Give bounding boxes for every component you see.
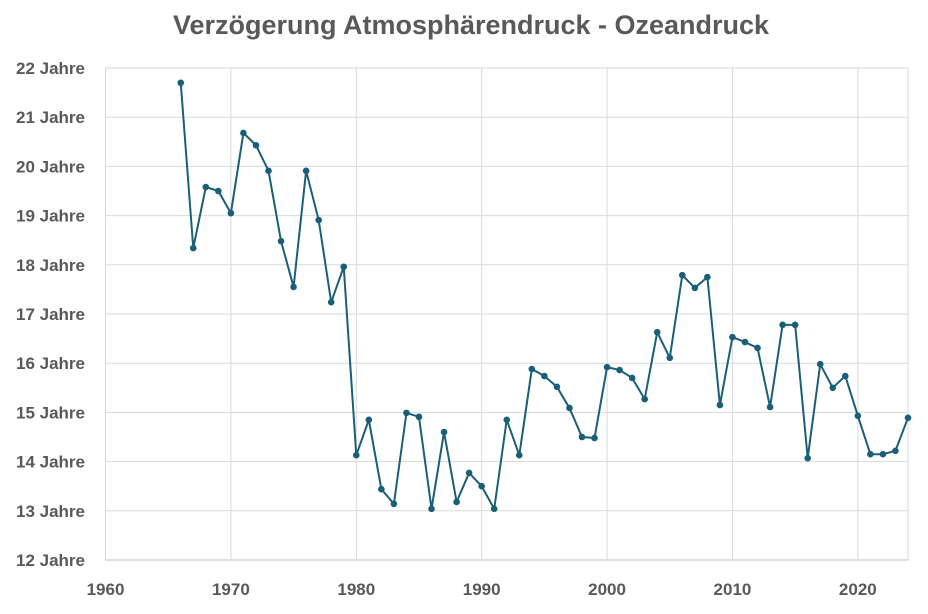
data-point (616, 366, 623, 374)
data-point (578, 433, 586, 441)
data-point (791, 321, 799, 329)
chart-title: Verzögerung Atmosphärendruck - Ozeandruc… (173, 10, 770, 40)
y-tick-label: 17 Jahre (16, 305, 85, 324)
data-point (478, 482, 485, 490)
data-point (653, 328, 661, 336)
y-tick-label: 21 Jahre (16, 108, 85, 127)
data-point (415, 413, 423, 421)
y-tick-label: 15 Jahre (16, 403, 85, 422)
data-point (528, 365, 536, 373)
data-point (716, 401, 724, 409)
series (177, 79, 912, 513)
x-tick-label: 1990 (463, 580, 501, 599)
data-point (691, 284, 699, 292)
data-point (390, 500, 398, 508)
y-tick-label: 13 Jahre (16, 502, 85, 521)
data-point (453, 498, 460, 506)
data-point (603, 363, 611, 371)
data-point (892, 447, 899, 455)
data-point (352, 451, 360, 459)
data-point (290, 283, 297, 291)
data-point (678, 271, 686, 279)
y-axis: 12 Jahre 13 Jahre 14 Jahre 15 Jahre 16 Jahre… (16, 59, 85, 570)
data-point (252, 141, 260, 149)
x-tick-label: 2020 (839, 580, 877, 599)
x-tick-label: 1970 (212, 580, 250, 599)
data-point (854, 412, 862, 420)
data-point (754, 344, 761, 352)
data-point (541, 372, 548, 380)
series-line (179, 82, 909, 512)
data-point (766, 403, 774, 411)
grid (105, 67, 909, 561)
y-tick-label: 18 Jahre (16, 256, 85, 275)
data-point (465, 469, 473, 477)
x-tick-label: 2010 (714, 580, 752, 599)
data-point (704, 273, 711, 281)
data-point (628, 374, 636, 382)
data-point (365, 416, 373, 424)
data-point (641, 395, 648, 403)
data-point (315, 216, 322, 224)
data-point (302, 167, 310, 175)
data-point (829, 384, 837, 392)
data-point (867, 450, 874, 458)
data-point (842, 372, 849, 380)
data-point (503, 416, 511, 424)
data-point (189, 244, 197, 252)
data-point (879, 450, 887, 458)
data-point (729, 333, 736, 341)
data-point (265, 167, 272, 175)
data-point (240, 129, 247, 137)
y-tick-label: 20 Jahre (16, 157, 85, 176)
data-point (227, 209, 235, 217)
y-tick-label: 14 Jahre (16, 453, 85, 472)
data-point (403, 409, 410, 417)
data-point (666, 354, 674, 362)
x-axis: 1960 1970 1980 1990 2000 2010 2020 (87, 580, 877, 599)
data-point (804, 454, 811, 462)
data-point (327, 298, 335, 306)
data-point (202, 183, 210, 191)
y-tick-label: 16 Jahre (16, 354, 85, 373)
data-point (779, 321, 786, 329)
data-point (428, 505, 435, 513)
data-point (566, 404, 573, 412)
data-point (177, 79, 185, 87)
data-point (741, 338, 749, 346)
y-tick-label: 19 Jahre (16, 207, 85, 226)
data-point (515, 451, 523, 459)
x-tick-label: 2000 (588, 580, 626, 599)
y-tick-label: 22 Jahre (16, 59, 85, 78)
data-point (490, 505, 498, 513)
data-point (340, 263, 348, 271)
x-tick-label: 1980 (337, 580, 375, 599)
data-point (904, 414, 912, 422)
y-tick-label: 12 Jahre (16, 551, 85, 570)
data-point (816, 360, 824, 368)
data-point (553, 383, 561, 391)
data-point (215, 187, 222, 195)
data-point (378, 485, 385, 493)
data-point (440, 428, 448, 436)
data-point (277, 237, 285, 245)
x-tick-label: 1960 (87, 580, 125, 599)
data-point (591, 434, 598, 442)
